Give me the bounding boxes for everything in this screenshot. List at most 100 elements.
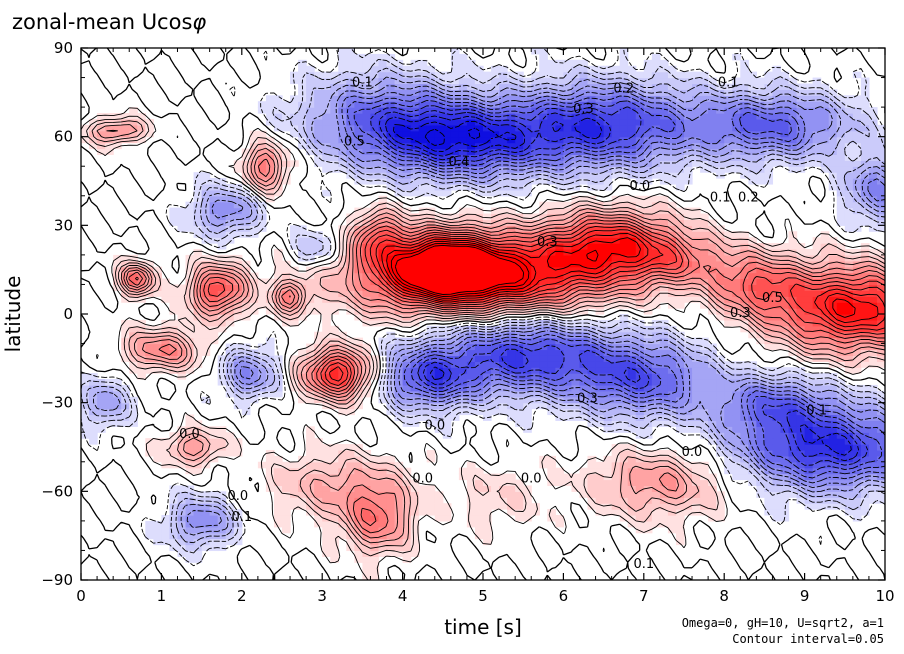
heat-cell: [555, 414, 564, 421]
heat-cell: [756, 473, 765, 481]
heat-cell: [788, 308, 798, 315]
heat-cell: [169, 485, 179, 492]
heat-cell: [836, 485, 846, 492]
heat-cell: [716, 402, 725, 410]
heat-cell: [659, 503, 669, 510]
heat-cell: [804, 290, 814, 297]
heat-cell: [450, 325, 460, 333]
heat-cell: [282, 278, 291, 286]
heat-cell: [876, 461, 885, 469]
heat-cell: [354, 254, 363, 262]
heat-cell: [113, 414, 122, 421]
heat-cell: [555, 349, 564, 356]
heat-cell: [531, 384, 540, 392]
heat-cell: [732, 319, 741, 327]
heat-cell: [684, 237, 693, 244]
heat-cell: [547, 367, 556, 374]
heat-cell: [788, 384, 798, 392]
heat-cell: [708, 408, 717, 416]
heat-cell: [193, 420, 203, 427]
heat-cell: [338, 237, 347, 244]
heat-cell: [579, 485, 589, 492]
heat-cell: [627, 331, 637, 339]
heat-cell: [820, 426, 830, 433]
heat-cell: [547, 284, 556, 291]
heat-cell: [233, 349, 243, 356]
heat-cell: [675, 497, 685, 504]
heat-cell: [603, 361, 613, 368]
heat-cell: [780, 491, 790, 498]
heat-cell: [675, 485, 685, 492]
heat-cell: [619, 396, 629, 404]
heat-cell: [547, 254, 556, 262]
heat-cell: [651, 278, 661, 286]
heat-cell: [322, 136, 331, 144]
heat-cell: [169, 503, 179, 510]
heat-cell: [748, 479, 757, 487]
heat-cell: [523, 296, 532, 303]
heat-cell: [700, 124, 709, 132]
heat-cell: [868, 213, 878, 221]
heat-cell: [241, 355, 251, 362]
heat-cell: [290, 361, 299, 368]
heat-cell: [145, 331, 154, 339]
heat-cell: [732, 308, 741, 315]
heat-cell: [233, 384, 243, 392]
heat-cell: [587, 390, 597, 398]
heat-cell: [330, 550, 339, 557]
heat-cell: [507, 319, 516, 327]
heat-cell: [844, 302, 854, 309]
heat-cell: [209, 514, 219, 522]
heat-cell: [756, 254, 765, 262]
heat-cell: [113, 396, 122, 404]
heat-cell: [852, 473, 862, 481]
heat-cell: [700, 272, 709, 280]
heat-cell: [804, 314, 814, 321]
heat-cell: [483, 384, 492, 392]
heat-cell: [571, 408, 581, 416]
heat-cell: [483, 379, 492, 386]
heat-cell: [603, 355, 613, 362]
heat-cell: [402, 384, 412, 392]
heat-cell: [265, 449, 275, 457]
heat-cell: [426, 254, 436, 262]
heat-cell: [724, 113, 733, 120]
heat-cell: [619, 455, 629, 463]
heat-cell: [402, 296, 412, 303]
heat-cell: [499, 272, 508, 280]
heat-cell: [547, 373, 556, 380]
heat-cell: [619, 302, 629, 309]
heat-cell: [499, 243, 508, 250]
heat-cell: [700, 497, 709, 504]
heat-cell: [563, 473, 573, 481]
heat-cell: [675, 390, 685, 398]
heat-cell: [442, 248, 452, 256]
heat-cell: [201, 438, 211, 445]
heat-cell: [619, 130, 629, 138]
heat-cell: [812, 136, 822, 144]
heat-cell: [724, 237, 733, 244]
heat-cell: [579, 408, 589, 416]
heat-cell: [257, 384, 267, 392]
heat-cell: [860, 509, 870, 516]
heat-cell: [257, 379, 267, 386]
heat-cell: [700, 260, 709, 268]
heat-cell: [571, 361, 581, 368]
heat-cell: [748, 432, 757, 439]
heat-cell: [692, 266, 701, 274]
heat-cell: [169, 308, 179, 315]
heat-cell: [788, 414, 798, 421]
heat-cell: [788, 248, 798, 256]
heat-cell: [177, 444, 187, 451]
heat-cell: [812, 290, 822, 297]
heat-cell: [386, 503, 396, 510]
heat-cell: [611, 449, 621, 457]
heat-cell: [282, 509, 291, 516]
heat-cell: [595, 408, 605, 416]
heat-cell: [700, 414, 709, 421]
heat-cell: [651, 290, 661, 297]
heat-cell: [627, 107, 637, 114]
heat-cell: [491, 278, 500, 286]
heat-cell: [394, 384, 404, 392]
heat-cell: [257, 367, 267, 374]
